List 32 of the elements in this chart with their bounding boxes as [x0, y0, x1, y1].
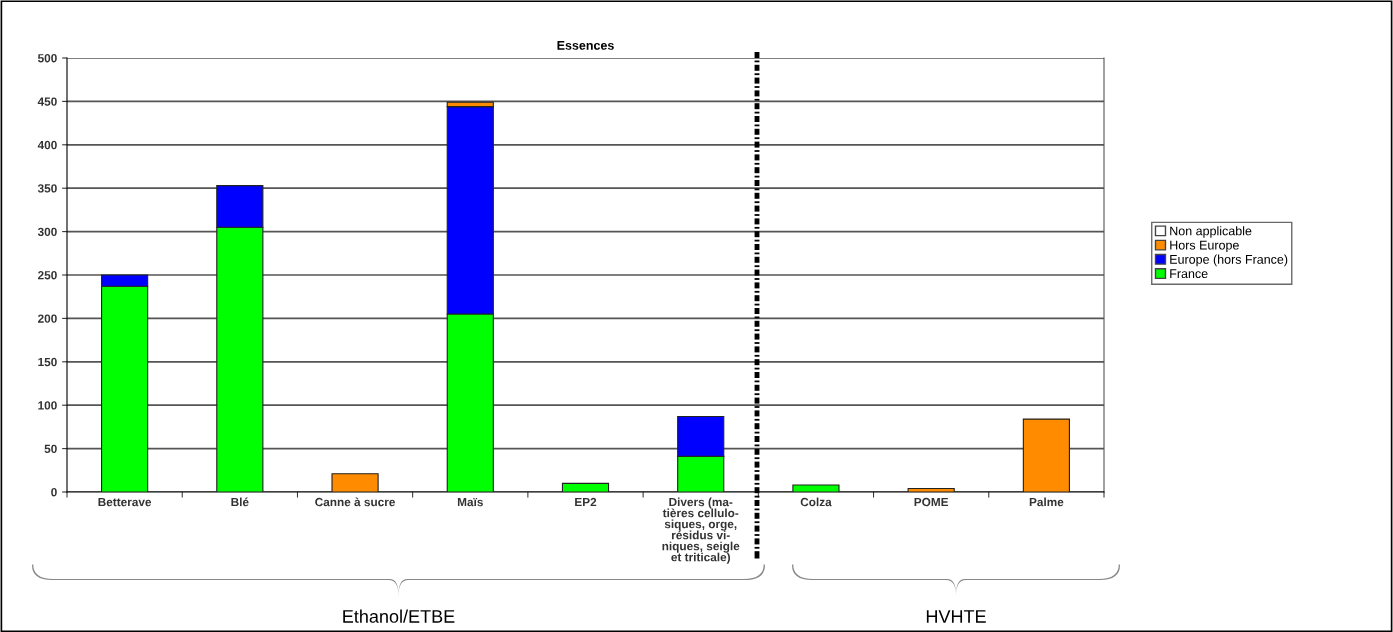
y-tick-label: 450	[37, 97, 57, 106]
bar	[907, 487, 955, 492]
legend-label: Hors Europe	[1170, 240, 1239, 253]
y-tick-label: 350	[37, 184, 57, 193]
bar	[561, 482, 610, 492]
y-tick-label: 250	[37, 271, 57, 280]
bar	[331, 473, 379, 492]
legend-label: Non applicable	[1170, 226, 1252, 238]
legend-label: Europe (hors France)	[1170, 254, 1288, 267]
bar	[792, 484, 840, 492]
x-tick-label: Maïs	[457, 497, 483, 507]
chart-title: Essences	[557, 41, 614, 50]
bar	[1022, 418, 1070, 492]
y-tick-label: 150	[38, 357, 57, 367]
y-tick-label: 300	[37, 227, 57, 237]
x-tick-label: Betterave	[98, 497, 152, 507]
y-tick-label: 500	[37, 54, 57, 63]
x-tick-label: Palme	[1029, 497, 1064, 507]
y-tick-label: 100	[38, 401, 57, 410]
y-tick-label: 0	[51, 488, 57, 497]
x-tick-label: EP2	[575, 497, 597, 507]
x-tick-label: Canne à sucre	[315, 497, 396, 507]
text: Ethanol/ETBE	[343, 609, 455, 623]
x-tick-label: Divers (ma- tières cellulo- siques, orge, résidus vi- niques, seigle et triticale)	[662, 497, 740, 564]
x-tick-label: Colza	[800, 497, 832, 507]
y-tick-label: 400	[37, 140, 57, 150]
y-tick-label: 200	[37, 314, 57, 323]
y-tick-label: 50	[44, 444, 57, 453]
x-tick-label: Blé	[231, 497, 249, 507]
x-tick-label: POME	[914, 497, 949, 507]
legend-label: France	[1170, 269, 1208, 279]
text: HVHTE	[926, 610, 986, 623]
